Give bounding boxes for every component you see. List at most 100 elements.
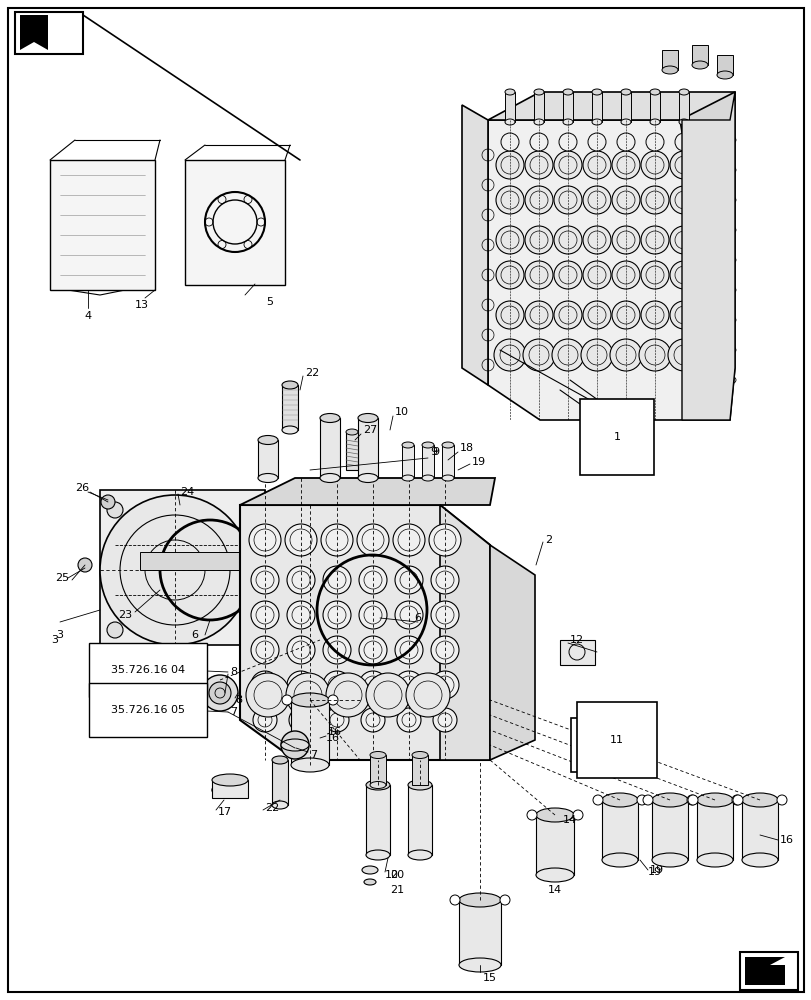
Circle shape <box>638 339 670 371</box>
Text: 25: 25 <box>55 573 69 583</box>
Text: 29: 29 <box>604 747 619 757</box>
Text: 3: 3 <box>51 635 58 645</box>
Polygon shape <box>487 120 729 420</box>
Ellipse shape <box>534 119 543 125</box>
Ellipse shape <box>290 758 328 772</box>
Bar <box>345 432 358 470</box>
Ellipse shape <box>370 781 385 788</box>
Circle shape <box>616 133 634 151</box>
Ellipse shape <box>601 853 637 867</box>
Bar <box>716 55 732 75</box>
Ellipse shape <box>370 752 385 758</box>
Circle shape <box>732 795 742 805</box>
Circle shape <box>525 186 552 214</box>
Bar <box>678 92 689 122</box>
Text: 3: 3 <box>57 630 63 640</box>
Circle shape <box>553 261 581 289</box>
Ellipse shape <box>441 475 453 481</box>
Circle shape <box>496 261 523 289</box>
Circle shape <box>253 708 277 732</box>
Circle shape <box>251 671 279 699</box>
Circle shape <box>553 301 581 329</box>
Text: 28: 28 <box>604 735 619 745</box>
Ellipse shape <box>411 752 427 758</box>
Circle shape <box>530 133 547 151</box>
Circle shape <box>582 261 610 289</box>
Circle shape <box>358 671 387 699</box>
Text: 16: 16 <box>325 733 340 743</box>
Circle shape <box>553 186 581 214</box>
Circle shape <box>636 795 646 805</box>
Bar <box>458 900 500 965</box>
Circle shape <box>323 601 350 629</box>
Circle shape <box>358 601 387 629</box>
Ellipse shape <box>534 89 543 95</box>
Ellipse shape <box>358 474 378 483</box>
Circle shape <box>323 671 350 699</box>
Bar <box>534 92 543 122</box>
Circle shape <box>324 708 349 732</box>
Text: 19: 19 <box>649 865 663 875</box>
Ellipse shape <box>696 793 732 807</box>
Bar <box>601 800 637 860</box>
Ellipse shape <box>422 475 433 481</box>
Text: 1: 1 <box>613 432 620 442</box>
Circle shape <box>281 731 309 759</box>
Bar <box>370 755 385 785</box>
Text: 1: 1 <box>613 427 620 437</box>
Text: 11: 11 <box>592 740 607 750</box>
Bar <box>407 785 431 855</box>
Bar <box>100 490 264 645</box>
Circle shape <box>525 151 552 179</box>
Bar <box>281 385 298 430</box>
Circle shape <box>525 226 552 254</box>
Ellipse shape <box>407 780 431 790</box>
Circle shape <box>667 339 699 371</box>
Ellipse shape <box>401 475 414 481</box>
Circle shape <box>323 636 350 664</box>
Circle shape <box>328 695 337 705</box>
Ellipse shape <box>320 474 340 483</box>
Ellipse shape <box>320 414 340 422</box>
Text: 6: 6 <box>414 613 421 623</box>
Polygon shape <box>744 957 784 985</box>
Text: 19: 19 <box>471 457 486 467</box>
Circle shape <box>500 895 509 905</box>
Circle shape <box>449 895 460 905</box>
Circle shape <box>496 301 523 329</box>
Circle shape <box>500 133 518 151</box>
Circle shape <box>358 566 387 594</box>
Bar <box>661 50 677 70</box>
Circle shape <box>202 675 238 711</box>
Circle shape <box>587 133 605 151</box>
Circle shape <box>525 261 552 289</box>
Circle shape <box>286 671 315 699</box>
Text: 12: 12 <box>569 635 583 645</box>
Circle shape <box>674 133 692 151</box>
Bar <box>139 552 270 570</box>
Bar <box>366 785 389 855</box>
Ellipse shape <box>272 756 288 764</box>
Text: 16: 16 <box>779 835 793 845</box>
Ellipse shape <box>362 866 378 874</box>
Circle shape <box>669 261 697 289</box>
Polygon shape <box>461 105 487 385</box>
Ellipse shape <box>649 119 659 125</box>
Circle shape <box>394 566 423 594</box>
Text: 6: 6 <box>191 630 198 640</box>
Polygon shape <box>440 505 489 760</box>
Circle shape <box>558 133 577 151</box>
Ellipse shape <box>458 893 500 907</box>
Polygon shape <box>185 160 285 285</box>
Circle shape <box>731 795 741 805</box>
Text: 8: 8 <box>234 695 242 705</box>
Circle shape <box>640 186 668 214</box>
Circle shape <box>573 810 582 820</box>
Bar <box>691 45 707 65</box>
Text: 5: 5 <box>266 297 273 307</box>
Circle shape <box>432 708 457 732</box>
Circle shape <box>611 261 639 289</box>
Bar <box>651 800 687 860</box>
Bar <box>741 800 777 860</box>
Circle shape <box>493 339 526 371</box>
